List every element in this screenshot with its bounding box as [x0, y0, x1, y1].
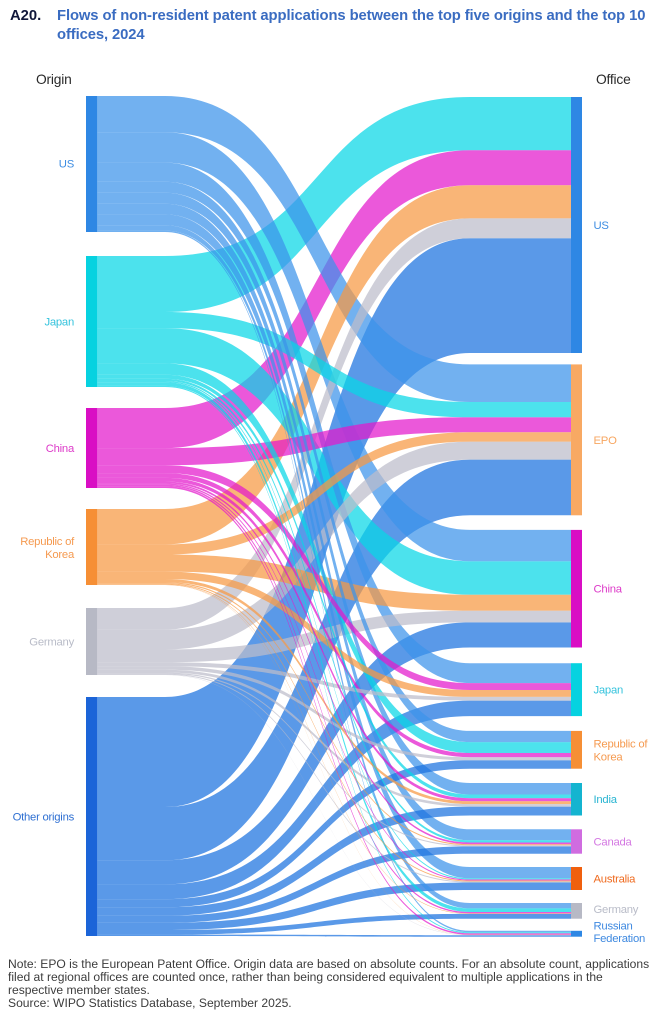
svg-text:US: US [594, 220, 610, 232]
svg-text:Republic of: Republic of [20, 536, 75, 548]
svg-text:Other origins: Other origins [13, 811, 75, 823]
svg-text:Japan: Japan [594, 685, 624, 697]
svg-text:US: US [59, 159, 75, 171]
svg-text:Japan: Japan [44, 316, 74, 328]
svg-text:Germany: Germany [29, 636, 74, 648]
svg-text:China: China [594, 584, 623, 596]
svg-text:Canada: Canada [594, 836, 633, 848]
svg-text:Australia: Australia [594, 873, 637, 885]
svg-text:Federation: Federation [594, 933, 646, 945]
svg-text:Korea: Korea [45, 549, 75, 561]
svg-text:Republic of: Republic of [594, 739, 649, 751]
svg-text:India: India [594, 794, 618, 806]
svg-text:China: China [46, 443, 75, 455]
svg-text:Russian: Russian [594, 921, 633, 933]
svg-text:EPO: EPO [594, 435, 618, 447]
svg-text:Germany: Germany [594, 904, 639, 916]
svg-text:Korea: Korea [594, 752, 624, 764]
